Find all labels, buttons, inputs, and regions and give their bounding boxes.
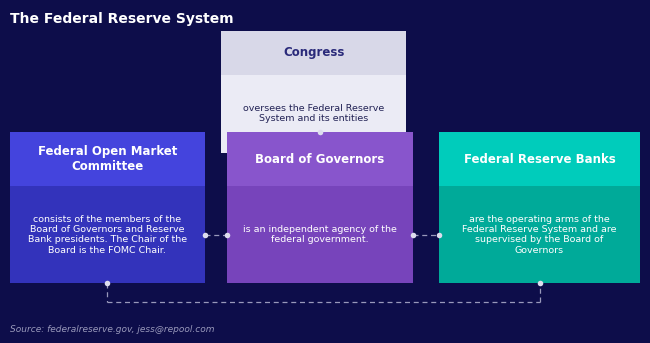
Text: Federal Reserve Banks: Federal Reserve Banks <box>463 153 616 166</box>
Text: The Federal Reserve System: The Federal Reserve System <box>10 12 233 26</box>
Text: oversees the Federal Reserve
System and its entities: oversees the Federal Reserve System and … <box>243 104 384 123</box>
FancyBboxPatch shape <box>227 186 413 283</box>
FancyBboxPatch shape <box>227 132 413 186</box>
Text: is an independent agency of the
federal government.: is an independent agency of the federal … <box>243 225 397 244</box>
Text: Board of Governors: Board of Governors <box>255 153 385 166</box>
Text: Federal Open Market
Committee: Federal Open Market Committee <box>38 145 177 173</box>
Text: Congress: Congress <box>283 46 344 59</box>
Text: consists of the members of the
Board of Governors and Reserve
Bank presidents. T: consists of the members of the Board of … <box>28 215 187 255</box>
FancyBboxPatch shape <box>221 31 406 75</box>
FancyBboxPatch shape <box>10 186 205 283</box>
FancyBboxPatch shape <box>10 132 205 186</box>
Text: are the operating arms of the
Federal Reserve System and are
supervised by the B: are the operating arms of the Federal Re… <box>462 215 617 255</box>
FancyBboxPatch shape <box>439 186 640 283</box>
Text: Source: federalreserve.gov, jess@repool.com: Source: federalreserve.gov, jess@repool.… <box>10 326 214 334</box>
FancyBboxPatch shape <box>439 132 640 186</box>
FancyBboxPatch shape <box>221 75 406 153</box>
